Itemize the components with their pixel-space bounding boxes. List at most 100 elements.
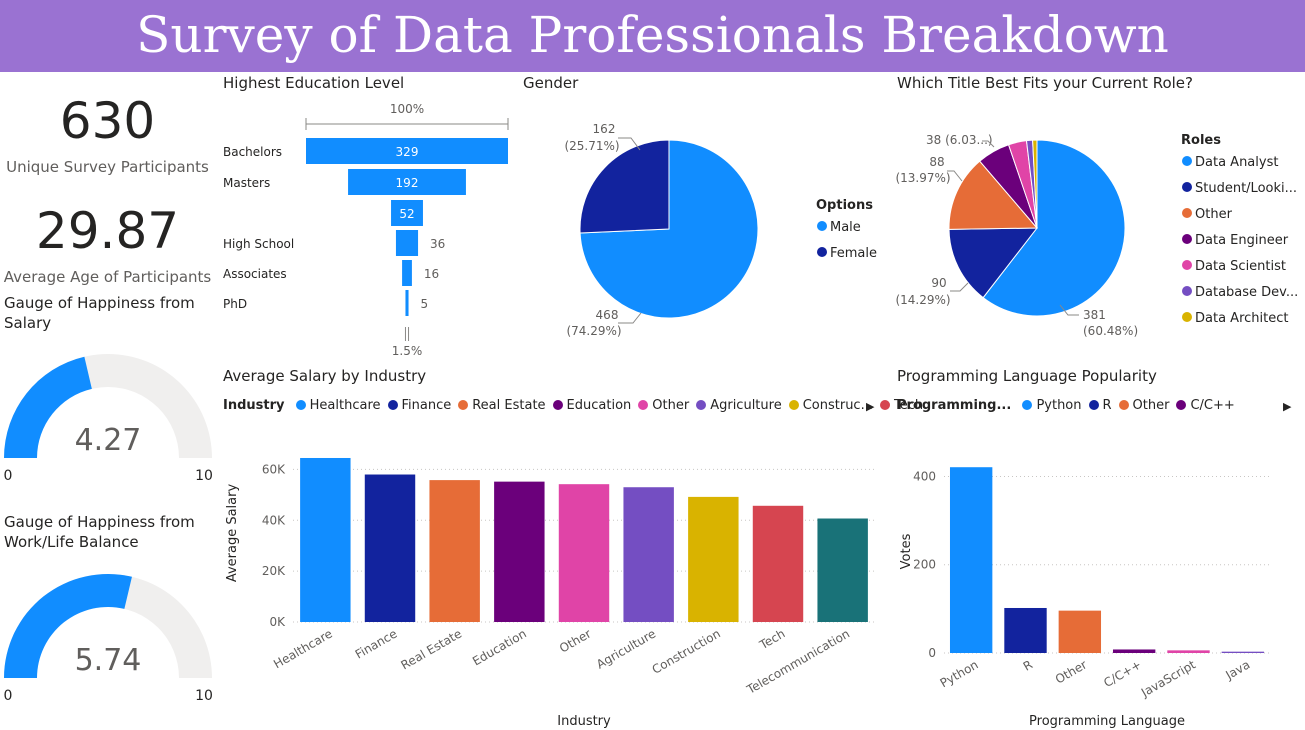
legend-marker [879,400,890,410]
legend-label: R [1102,398,1112,413]
funnel-category-label: High School [223,237,294,251]
salary-bar-chart: 0K 20K 40K 60K Healthcare Finance Real Estate E… [225,457,875,729]
legend-marker [552,400,563,410]
roles-pie-chart: 381 (60.48%) 90 (14.29%) 88 (13.97%) 38 (6.03.… [895,133,1298,338]
y-axis-title: Votes [899,533,914,569]
legend-marker [1176,400,1187,410]
participants-kpi-value: 630 [59,92,156,150]
pie-slice [982,139,1126,317]
legend-label: Finance [401,398,452,413]
pie-slice [579,139,670,234]
worklife-gauge-title-line2: Work/Life Balance [4,533,139,551]
pie-leader-line [947,170,963,182]
funnel-value-label: 5 [421,297,429,311]
x-tick-label: Education [470,626,529,668]
age-kpi-label: Average Age of Participants [3,268,212,286]
x-tick-label: Java [1223,657,1253,682]
bar [1221,651,1265,653]
participants-kpi-label: Unique Survey Participants [6,158,209,176]
funnel-category-label: Associates [223,267,287,281]
gauge-min-label: 0 [4,468,13,484]
education-chart-title: Highest Education Level [223,74,405,92]
pie-leader-line [618,312,642,324]
language-bar-chart: 0 200 400 Python R Other C/C++JavaScript Java Pr… [899,467,1270,729]
pie-legend-marker [1182,156,1192,166]
pie-percent-label: (14.29%) [895,293,950,307]
funnel-category-label: Bachelors [223,145,282,159]
legend-marker [295,400,306,410]
language-chart-legend: Programming... Python R Other C/C++ [897,398,1235,413]
education-funnel-chart: 100% Bachelors 329 Masters 192 52 High School 3… [223,102,509,358]
salary-gauge-title-line1: Gauge of Happiness from [4,294,195,312]
pie-legend-marker [1182,208,1192,218]
legend-label: C/C++ [1190,398,1235,413]
salary-chart-title: Average Salary by Industry [223,367,427,385]
legend-label: Other [652,398,690,413]
funnel-bar [391,200,423,226]
y-tick-label: 0K [269,615,286,629]
bar [623,487,674,622]
legend-item: Construc... [788,398,873,413]
pie-leader-line [1059,304,1079,316]
pie-legend-marker [1182,286,1192,296]
gender-pie-chart: 162 (25.71%) 468 (74.29%) Options Male Female [564,122,877,338]
pie-leader-line [618,137,641,151]
pie-value-label: 90 [931,276,946,290]
gauge-max-label: 10 [195,688,213,704]
pie-slice [1032,139,1038,229]
pie-value-label: 88 [929,155,944,169]
pie-legend-marker [817,247,827,257]
legend-marker [1088,400,1099,410]
pie-percent-label: (13.97%) [895,171,950,185]
x-tick-label: Finance [353,626,400,661]
salary-legend-next-arrow[interactable]: ▶ [866,400,875,413]
age-kpi-value: 29.87 [35,202,180,260]
x-tick-label: Real Estate [399,626,465,672]
page-title: Survey of Data Professionals Breakdown [136,6,1169,64]
pie-legend-marker [1182,182,1192,192]
legend-label: Education [566,398,632,413]
legend-item: C/C++ [1176,398,1235,413]
x-tick-label: C/C++ [1101,657,1143,690]
funnel-value-label: 52 [399,207,414,221]
gender-chart-title: Gender [523,74,579,92]
legend-marker [638,400,649,410]
pie-slice [948,227,1039,299]
pie-value-label: 38 (6.03...) [926,133,993,147]
legend-label: Healthcare [309,398,381,413]
gauge-fill [4,574,132,678]
gauge-value-label: 4.27 [75,423,142,458]
x-tick-label: Construction [650,626,723,676]
funnel-top-label: 100% [390,102,424,116]
x-tick-label: Agriculture [594,626,658,671]
funnel-bar [405,290,409,316]
funnel-bar [306,138,508,164]
pie-slice [948,160,1039,230]
funnel-value-label: 192 [396,176,419,190]
legend-label: Python [1036,398,1082,413]
legend-marker [696,400,707,410]
legend-item: Agriculture [696,398,782,413]
pie-legend-label: Male [830,220,861,235]
pie-legend-label: Data Engineer [1195,233,1289,248]
title-banner [0,0,1305,72]
bar [1004,607,1047,653]
worklife-gauge: 5.74 0 10 [4,574,213,704]
pie-legend-title: Roles [1181,133,1221,148]
x-axis-title: Programming Language [1029,714,1185,729]
bar [558,484,610,622]
bar [949,467,993,653]
legend-item: Other [638,398,689,413]
x-tick-label: Python [938,657,981,690]
legend-item: Real Estate [458,398,546,413]
pie-legend-marker [817,221,827,231]
legend-label: Construc... [802,398,873,413]
bar [494,481,545,622]
pie-value-label: 381 [1083,308,1106,322]
legend-label: Agriculture [710,398,782,413]
x-tick-label: Tech [756,626,787,652]
funnel-bar [402,260,412,286]
bar [817,518,868,622]
language-legend-next-arrow[interactable]: ▶ [1283,400,1292,413]
funnel-bar [348,169,466,195]
